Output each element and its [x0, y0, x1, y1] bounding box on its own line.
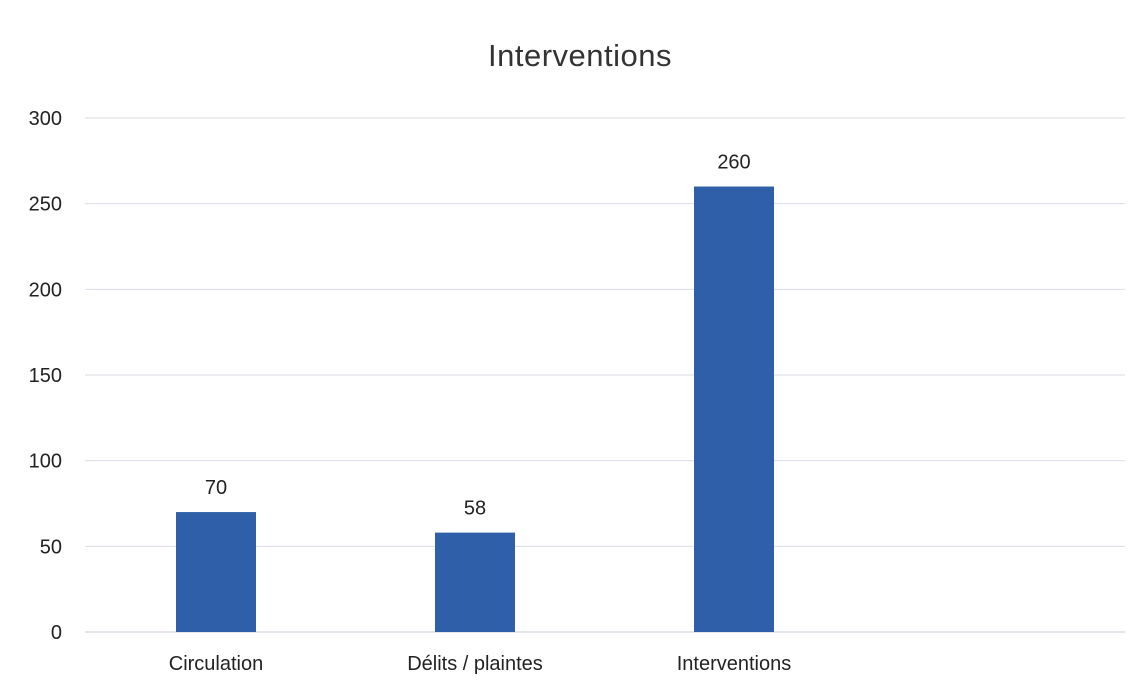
- y-tick-label-0: 0: [51, 622, 62, 644]
- category-label-3: Interventions: [677, 653, 792, 675]
- data-label-2: 58: [464, 498, 486, 520]
- data-label-1: 70: [205, 477, 227, 499]
- y-tick-label-200: 200: [29, 279, 62, 301]
- y-tick-label-250: 250: [29, 194, 62, 216]
- x-axis-categories: Circulation Délits / plaintes Intervention…: [169, 653, 792, 675]
- data-label-3: 260: [717, 152, 750, 174]
- category-label-1: Circulation: [169, 653, 263, 675]
- y-tick-label-50: 50: [40, 536, 62, 558]
- y-axis-ticks: 0 50 100 150 200 250 300: [29, 108, 62, 644]
- chart-title: Interventions: [488, 38, 672, 73]
- bar-1: [176, 512, 256, 632]
- y-tick-label-150: 150: [29, 365, 62, 387]
- bar-2: [435, 532, 515, 632]
- bars: [176, 186, 774, 633]
- y-tick-label-300: 300: [29, 108, 62, 130]
- y-tick-label-100: 100: [29, 451, 62, 473]
- grid-lines: [85, 117, 1125, 633]
- data-labels: 70 58 260: [205, 152, 751, 520]
- bar-3: [694, 186, 774, 633]
- category-label-2: Délits / plaintes: [407, 653, 543, 675]
